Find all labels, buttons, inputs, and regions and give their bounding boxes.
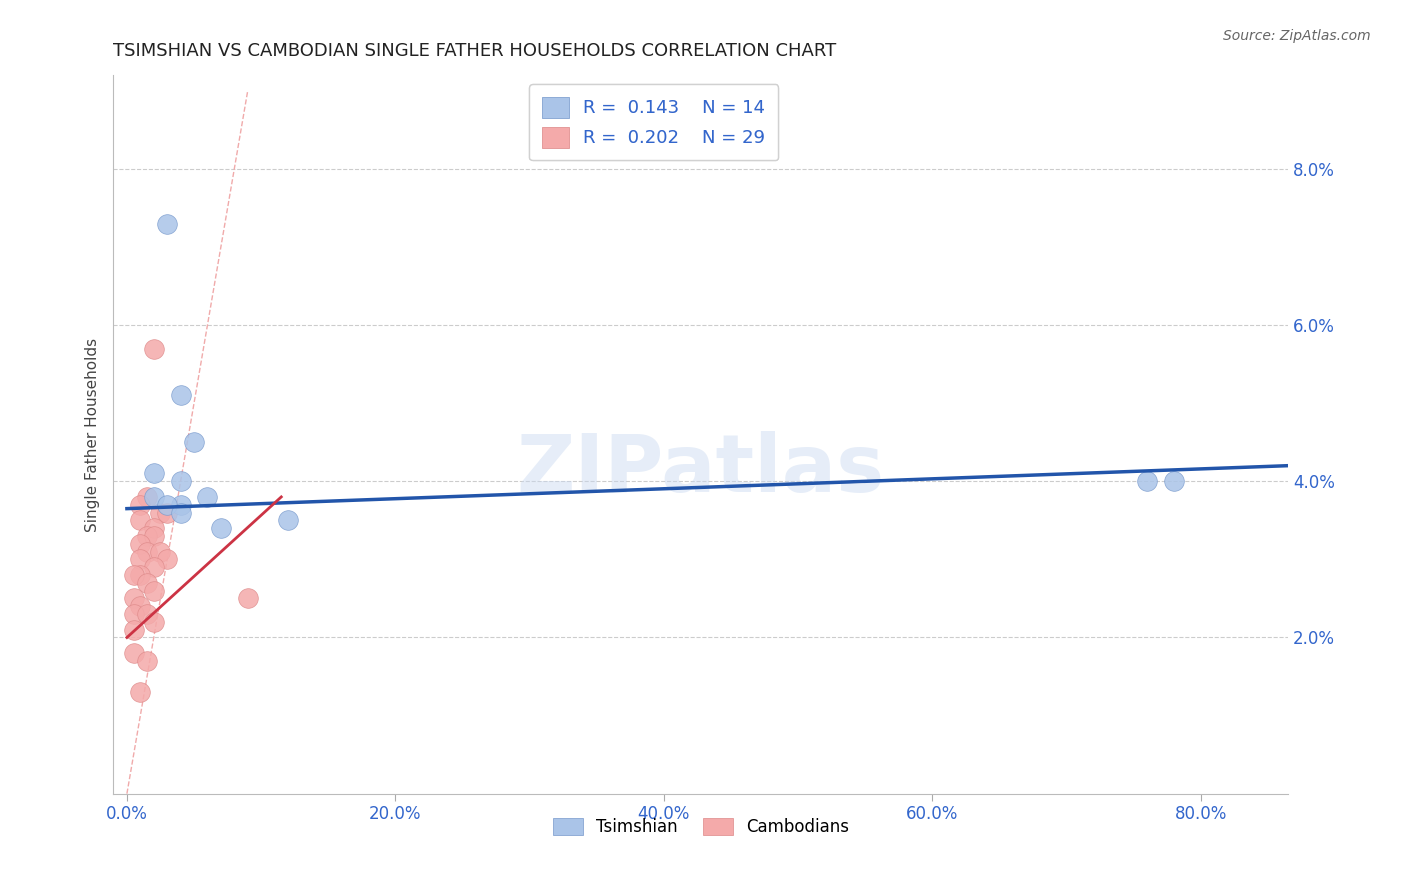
Point (277, 513, 299, 527)
Point (169, 498, 191, 512)
Point (169, 506, 191, 520)
Y-axis label: Single Father Households: Single Father Households (86, 337, 100, 532)
Point (156, 217, 179, 231)
Point (236, 591, 259, 606)
Point (142, 529, 165, 543)
Point (149, 544, 172, 558)
Point (169, 388, 191, 402)
Text: Source: ZipAtlas.com: Source: ZipAtlas.com (1223, 29, 1371, 43)
Point (136, 575, 159, 590)
Point (129, 513, 152, 527)
Point (142, 583, 165, 598)
Point (129, 498, 152, 512)
Point (129, 685, 152, 699)
Point (142, 560, 165, 574)
Point (122, 646, 145, 660)
Point (197, 490, 219, 504)
Point (136, 607, 159, 621)
Point (122, 623, 145, 637)
Point (142, 521, 165, 535)
Point (156, 552, 179, 566)
Legend: R =  0.143    N = 14, R =  0.202    N = 29: R = 0.143 N = 14, R = 0.202 N = 29 (529, 84, 778, 161)
Point (122, 591, 145, 606)
Point (209, 521, 232, 535)
Point (142, 615, 165, 629)
Point (136, 529, 159, 543)
Point (129, 552, 152, 566)
Point (1136, 475, 1159, 489)
Point (169, 475, 191, 489)
Point (183, 435, 205, 450)
Text: TSIMSHIAN VS CAMBODIAN SINGLE FATHER HOUSEHOLDS CORRELATION CHART: TSIMSHIAN VS CAMBODIAN SINGLE FATHER HOU… (114, 42, 837, 60)
Point (122, 607, 145, 621)
Text: ZIPatlas: ZIPatlas (516, 432, 884, 509)
Point (149, 506, 172, 520)
Point (156, 498, 179, 512)
Point (122, 568, 145, 582)
Point (142, 490, 165, 504)
Point (142, 467, 165, 481)
Point (136, 490, 159, 504)
Point (136, 654, 159, 668)
Point (129, 537, 152, 551)
Point (156, 506, 179, 520)
Point (142, 342, 165, 356)
Point (129, 599, 152, 614)
Point (136, 544, 159, 558)
Point (1163, 475, 1185, 489)
Point (129, 568, 152, 582)
